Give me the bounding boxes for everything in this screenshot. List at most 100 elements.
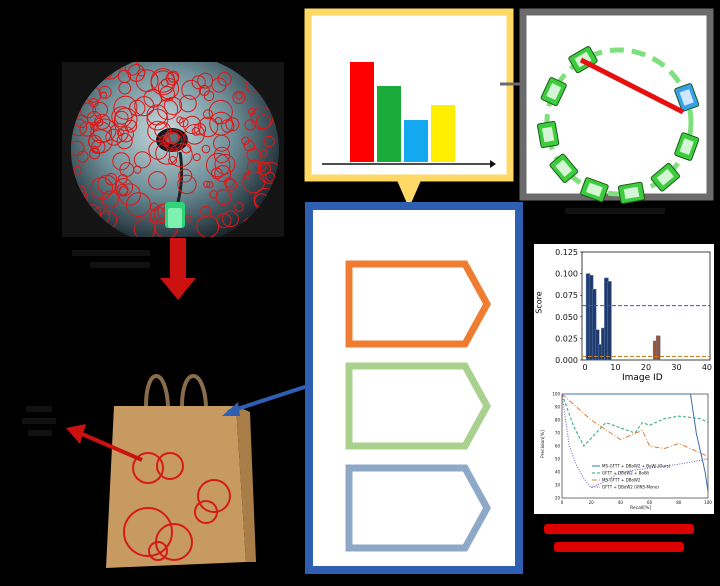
histogram-bar [404,120,428,162]
pr-xtick: 40 [618,500,624,505]
feature-circle [246,159,262,175]
pr-xtick: 20 [589,500,595,505]
feature-circle [181,79,202,100]
score-ytick: 0.125 [555,248,578,257]
score-ytick: 0.025 [555,334,578,343]
keyframe [549,153,579,183]
feature-circle [197,116,219,138]
feature-circle [165,132,183,150]
pr-xtick: 100 [704,500,712,505]
score-xtick: 0 [583,363,588,372]
feature-circle [79,121,95,137]
feature-circle [124,119,138,133]
feature-circle [134,96,155,117]
feature-circle [222,210,239,228]
pr-ytick: 100 [552,392,560,397]
feature-circle [92,102,109,118]
pr-series-line [562,393,709,492]
feature-circle [91,145,99,154]
feature-circle [126,192,151,218]
feature-circle [179,94,197,113]
score-ylabel: Score [534,291,544,314]
feature-circle [105,173,118,186]
pr-ytick: 50 [555,457,561,462]
bag-of-words-bag [96,366,256,574]
pr-legend-entry: GFTT + DBoW2 (VINS-Mono) [602,485,659,490]
feature-circle [263,135,275,148]
feature-circle [200,205,212,218]
feature-circle [177,174,197,195]
feature-circle [178,168,193,183]
feature-circle [260,149,268,157]
keyframe [540,77,567,107]
pr-xlabel: Recall[%] [630,505,651,511]
feature-circle [250,106,274,130]
score-ytick: 0.100 [555,270,578,279]
histogram-bar [431,105,455,162]
feature-circle [192,153,201,162]
feature-circle [101,190,119,209]
feature-circle [114,110,129,125]
keyframe [674,83,700,112]
pr-chart: 100 90 80 70 60 50 40 30 20 0 20 40 60 80 100 MS-GFTT… [534,386,714,514]
feature-circle [94,113,111,130]
feature-circle [133,218,156,237]
feature-circle [98,85,112,99]
feature-circle [203,109,213,120]
feature-circle [76,150,89,163]
score-ytick: 0.000 [555,356,578,365]
histogram-bar [377,86,401,162]
pipeline-step-orange [345,260,491,348]
pr-legend-entry: MS-GFTT + DBoW2 [602,478,641,483]
feature-circle [163,96,183,116]
pr-series-line [561,393,709,447]
histogram-frame [304,8,514,210]
feature-circle [196,215,220,237]
pr-legend-entry: MS-GFTT + DBoW2 + BoWi (Ours) [602,464,671,469]
feature-circle [203,180,211,188]
pr-series-line [561,393,709,457]
feature-circle [133,151,152,169]
feature-circle [193,122,207,136]
feature-circle [148,171,167,190]
feature-circle [176,116,184,124]
feature-circle [116,133,133,150]
pipeline-step-steel [345,464,491,552]
feature-circle [80,102,97,119]
feature-circle [157,99,179,120]
pipeline-frame [305,202,523,574]
pr-ytick: 80 [555,418,561,423]
feature-circle [92,118,117,143]
feature-circle [234,202,244,212]
bag-output-arrow [64,420,144,466]
feature-circle [257,161,267,172]
pr-ytick: 90 [555,405,561,410]
score-ytick: 0.050 [555,313,578,322]
score-xlabel: Image ID [622,373,663,383]
feature-circle [206,152,231,178]
pr-ytick: 20 [555,496,561,501]
score-chart: 0.000 0.025 0.050 0.075 0.100 0.125 0 10 20 30 40… [534,244,714,386]
feature-circle [129,99,146,117]
feature-circle [73,165,83,175]
keyframe-graph-panel [519,8,714,233]
keyframe [536,120,560,149]
feature-circle [206,181,214,189]
feature-circle [214,165,232,183]
pr-xtick: 80 [676,500,682,505]
feature-circle [71,140,85,157]
feature-circle [182,115,202,135]
pipeline-step-green [345,362,491,450]
pr-ytick: 60 [555,444,561,449]
feature-circle [159,86,175,102]
pr-xtick: 0 [561,500,564,505]
feature-circle [241,136,250,146]
pr-legend-entry: GFTT + DBoW2 + BoWi [602,471,649,476]
score-xtick: 20 [641,363,651,372]
feature-circle [181,143,192,154]
feature-circle [197,72,214,89]
feature-circle [184,124,205,145]
score-bar [607,281,612,361]
feature-circle [71,118,88,137]
pr-ytick: 40 [555,470,561,475]
